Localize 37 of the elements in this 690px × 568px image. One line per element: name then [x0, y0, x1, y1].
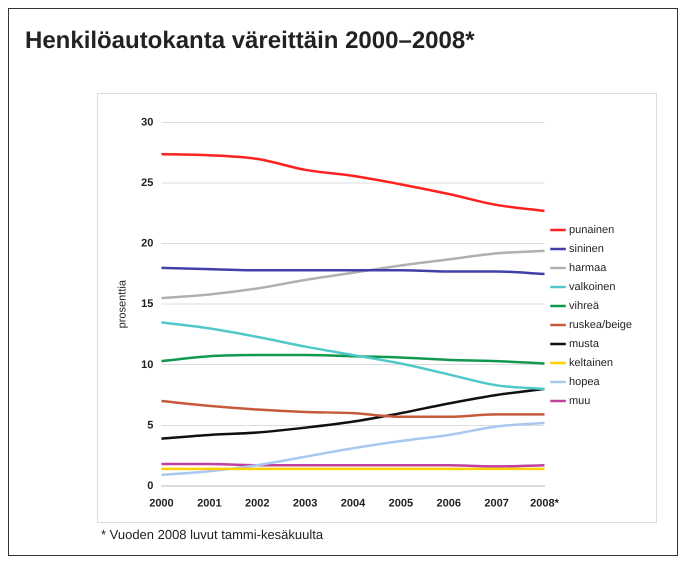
line-series — [160, 250, 546, 300]
legend-label: valkoinen — [569, 281, 616, 294]
line-series — [160, 388, 546, 440]
y-axis-title: prosenttia — [116, 279, 129, 328]
legend-label: sininen — [569, 243, 604, 256]
x-tick-label: 2006 — [436, 497, 461, 510]
line-series — [160, 400, 546, 418]
legend-label: musta — [569, 338, 600, 350]
legend-label: harmaa — [569, 262, 608, 274]
text: * Vuoden 2008 luvut tammi-kesäkuulta — [101, 527, 324, 542]
y-tick-label: 5 — [147, 419, 154, 432]
line-series — [160, 266, 546, 276]
x-tick-label: 2007 — [484, 497, 509, 510]
x-tick-label: 2002 — [244, 497, 270, 510]
line-series — [160, 321, 546, 390]
line-series — [160, 354, 546, 365]
y-tick-label: 20 — [141, 238, 154, 250]
x-tick-label: 2008* — [530, 497, 560, 510]
legend-label: ruskea/beige — [569, 319, 632, 332]
y-tick-label: 0 — [147, 480, 154, 492]
legend-label: vihreä — [569, 300, 600, 312]
line-series — [160, 152, 546, 212]
x-tick-label: 2005 — [388, 497, 414, 510]
y-tick-label: 25 — [141, 177, 154, 190]
x-tick-label: 2004 — [340, 497, 366, 510]
chart-title: Henkilöautokanta väreittäin 2000–2008* — [25, 27, 475, 55]
legend-label: punainen — [569, 224, 614, 236]
y-tick-label: 10 — [141, 358, 154, 371]
y-tick-label: 15 — [141, 298, 154, 310]
legend-label: muu — [569, 395, 590, 408]
x-tick-label: 2001 — [197, 497, 222, 510]
x-tick-label: 2003 — [292, 497, 318, 510]
y-tick-label: 30 — [141, 116, 154, 129]
legend-label: keltainen — [569, 357, 614, 370]
legend-label: hopea — [569, 376, 600, 388]
line-series — [160, 422, 546, 476]
x-tick-label: 2000 — [149, 497, 174, 510]
